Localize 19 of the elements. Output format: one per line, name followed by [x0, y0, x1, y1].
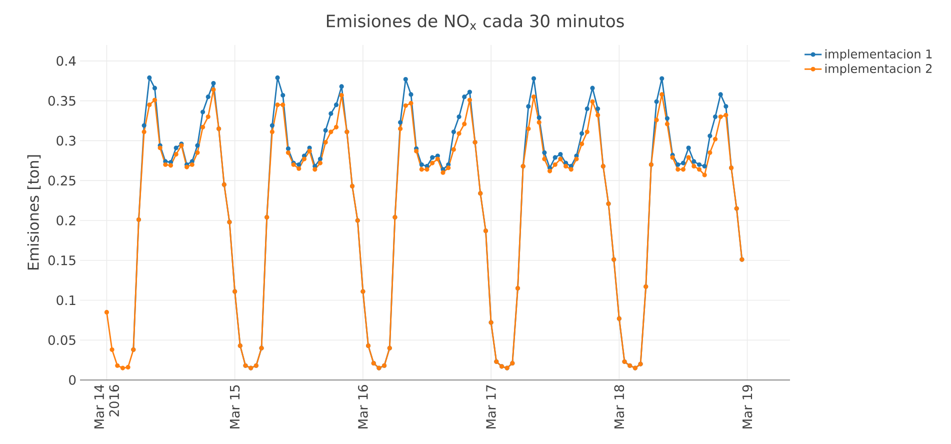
y-axis-title: Emisiones [ton] — [27, 155, 41, 270]
y-tick-label: 0.35 — [48, 96, 76, 106]
y-tick-label: 0.25 — [48, 176, 76, 186]
y-tick-label: 0.15 — [48, 255, 76, 266]
x-tick-label: Mar 19 — [742, 385, 752, 428]
x-tick-label: Mar 15 — [230, 385, 240, 428]
x-tick-label: Mar 17 — [486, 385, 496, 428]
y-tick-label: 0.3 — [56, 136, 76, 146]
y-tick-label: 0.1 — [56, 295, 76, 306]
x-tick-label: Mar 18 — [614, 385, 624, 428]
legend-label: implementacion 1 — [825, 49, 932, 61]
y-tick-label: 0.05 — [48, 335, 76, 346]
chart-title: Emisiones de NO$_{x}$ cada 30 minutos — [326, 14, 624, 30]
x-tick-label: Mar 16 — [358, 385, 368, 428]
y-tick-label: 0.2 — [56, 216, 76, 226]
legend-label: implementacion 2 — [825, 64, 932, 76]
y-tick-label: 0 — [69, 375, 76, 385]
x-tick-label: Mar 14 2016 — [94, 384, 120, 428]
y-tick-label: 0.4 — [56, 56, 76, 66]
